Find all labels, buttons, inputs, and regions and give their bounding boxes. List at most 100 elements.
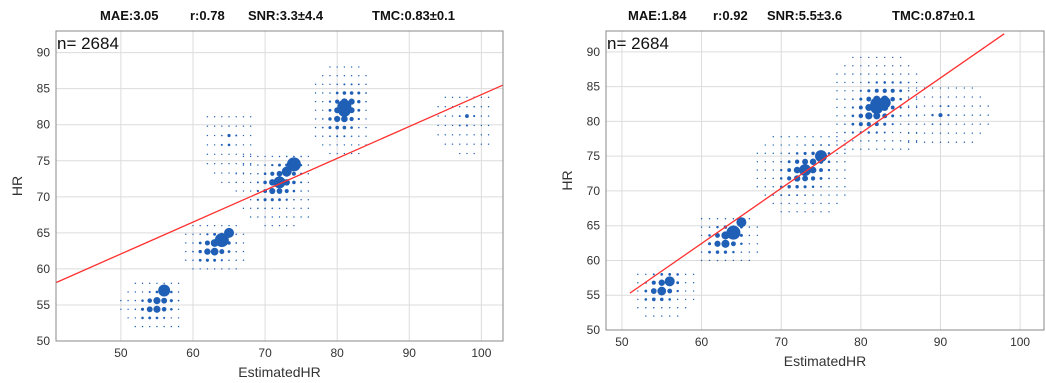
data-point bbox=[329, 92, 331, 94]
data-point bbox=[963, 105, 966, 107]
data-point bbox=[931, 141, 934, 143]
data-point bbox=[147, 298, 153, 303]
data-point bbox=[915, 132, 918, 134]
data-point bbox=[947, 87, 950, 89]
data-point bbox=[444, 115, 447, 117]
x-axis-label: EstimatedHR bbox=[238, 364, 320, 380]
data-point bbox=[836, 123, 838, 125]
data-point bbox=[228, 172, 230, 174]
data-point bbox=[820, 135, 822, 138]
data-point bbox=[844, 106, 846, 109]
data-point bbox=[276, 188, 283, 194]
data-point bbox=[458, 124, 461, 127]
data-point bbox=[328, 100, 332, 103]
data-point bbox=[221, 181, 223, 184]
data-point bbox=[844, 186, 846, 188]
data-point bbox=[286, 224, 288, 227]
data-point bbox=[357, 83, 360, 86]
data-point bbox=[329, 144, 331, 146]
data-point bbox=[192, 224, 194, 227]
data-point bbox=[336, 74, 338, 77]
data-point bbox=[931, 87, 934, 89]
data-point bbox=[890, 96, 895, 102]
data-point bbox=[155, 290, 159, 294]
data-point bbox=[947, 96, 950, 98]
data-point bbox=[206, 116, 209, 118]
data-point bbox=[851, 122, 855, 126]
data-point bbox=[812, 135, 814, 138]
data-point bbox=[828, 144, 830, 146]
data-point bbox=[812, 202, 814, 205]
data-point bbox=[836, 194, 838, 196]
data-point bbox=[795, 185, 799, 189]
data-point bbox=[684, 298, 687, 301]
data-point bbox=[451, 96, 454, 99]
data-point bbox=[213, 116, 216, 118]
data-point bbox=[192, 242, 194, 244]
data-point bbox=[307, 207, 310, 210]
data-point bbox=[899, 65, 902, 67]
data-point bbox=[852, 56, 854, 59]
data-point bbox=[660, 306, 663, 309]
data-point bbox=[852, 65, 854, 67]
data-point bbox=[314, 135, 317, 137]
data-point bbox=[459, 134, 461, 136]
data-point bbox=[242, 144, 245, 146]
data-point bbox=[300, 181, 303, 184]
data-point bbox=[120, 308, 122, 310]
data-point bbox=[979, 123, 981, 125]
data-point bbox=[228, 259, 230, 262]
data-point bbox=[828, 211, 830, 213]
data-point bbox=[192, 259, 194, 262]
data-point bbox=[659, 297, 664, 302]
data-point bbox=[235, 250, 237, 253]
data-point bbox=[796, 211, 798, 213]
data-point bbox=[828, 202, 830, 205]
x-tick-label: 60 bbox=[186, 346, 200, 360]
data-point bbox=[322, 100, 324, 103]
title-metric: SNR:3.3±4.4 bbox=[248, 8, 324, 23]
data-point bbox=[466, 134, 468, 136]
data-point bbox=[899, 123, 902, 125]
data-point bbox=[844, 65, 846, 67]
data-point bbox=[651, 297, 656, 302]
data-point bbox=[263, 180, 267, 185]
data-point bbox=[661, 315, 663, 317]
data-point bbox=[185, 250, 187, 253]
data-point bbox=[915, 87, 918, 89]
data-point bbox=[459, 152, 461, 155]
data-point bbox=[322, 144, 324, 146]
data-point bbox=[971, 123, 974, 125]
data-point bbox=[358, 66, 360, 68]
data-point bbox=[851, 131, 855, 134]
data-point bbox=[899, 97, 902, 101]
data-point bbox=[907, 132, 910, 134]
data-point bbox=[819, 176, 823, 180]
data-point bbox=[923, 132, 926, 134]
data-point bbox=[851, 98, 854, 101]
data-point bbox=[804, 202, 806, 205]
data-point bbox=[748, 226, 751, 228]
data-point bbox=[170, 282, 173, 285]
data-point bbox=[206, 268, 209, 270]
data-point bbox=[651, 280, 656, 285]
data-point bbox=[963, 141, 966, 143]
data-point bbox=[756, 251, 759, 253]
data-point bbox=[161, 297, 168, 304]
y-tick-label: 90 bbox=[37, 46, 51, 60]
data-point bbox=[350, 152, 353, 155]
data-point bbox=[235, 116, 237, 118]
data-point bbox=[963, 132, 966, 134]
data-point bbox=[163, 316, 166, 319]
data-point bbox=[868, 148, 870, 150]
data-point bbox=[321, 118, 324, 120]
data-point bbox=[286, 216, 288, 218]
data-point bbox=[931, 113, 934, 117]
data-point bbox=[300, 198, 302, 201]
data-point bbox=[915, 141, 918, 143]
data-point bbox=[668, 272, 672, 276]
data-point bbox=[141, 291, 144, 293]
data-point bbox=[271, 216, 273, 218]
data-point bbox=[860, 81, 862, 84]
data-point bbox=[284, 188, 289, 194]
